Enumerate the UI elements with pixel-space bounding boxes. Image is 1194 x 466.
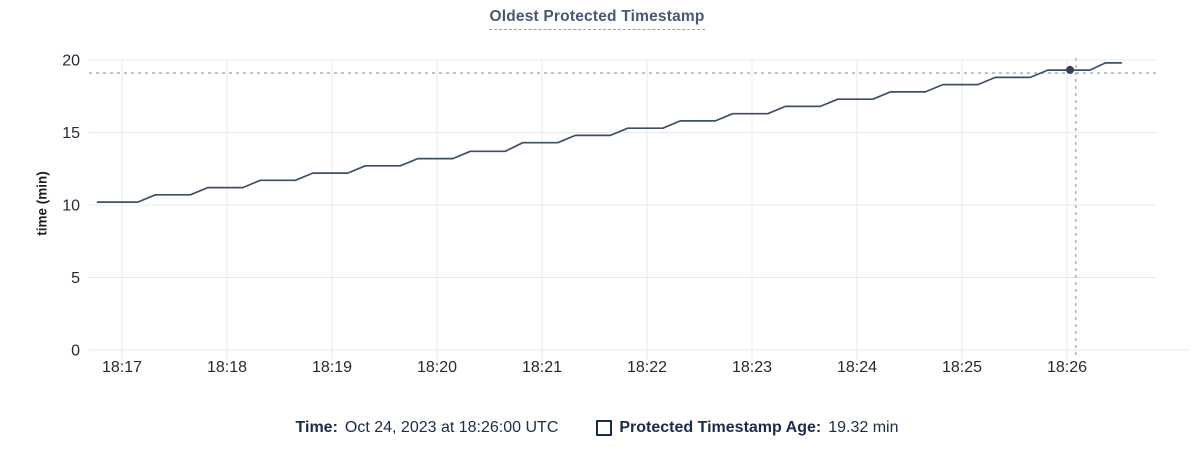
time-label: Time: [295, 419, 338, 436]
x-tick-label: 18:20 [417, 359, 457, 376]
series-line [96, 62, 1123, 203]
hover-crosshair [89, 58, 1156, 357]
x-tick-label: 18:18 [207, 359, 247, 376]
y-tick-label: 0 [71, 343, 80, 360]
x-tick-label: 18:17 [102, 359, 142, 376]
y-axis-ticks: 0 5 10 15 20 [62, 53, 80, 360]
x-tick-label: 18:19 [312, 359, 352, 376]
series-value: 19.32 min [828, 419, 899, 436]
time-value: Oct 24, 2023 at 18:26:00 UTC [344, 419, 559, 436]
y-tick-label: 15 [62, 125, 80, 142]
x-tick-label: 18:26 [1047, 359, 1087, 376]
series-toggle-checkbox[interactable] [596, 420, 613, 436]
x-tick-label: 18:23 [732, 359, 772, 376]
x-tick-label: 18:24 [837, 359, 877, 376]
y-tick-label: 20 [62, 53, 80, 70]
chart-header: Oldest Protected Timestamp [0, 8, 1194, 30]
hover-tooltip-legend: Time: Oct 24, 2023 at 18:26:00 UTC Prote… [0, 419, 1194, 437]
line-chart-plot-area[interactable]: 18:17 18:18 18:19 18:20 18:21 18:22 18:23 18:24… [0, 0, 1194, 405]
series-label[interactable]: Protected Timestamp Age: [619, 419, 822, 436]
x-tick-label: 18:25 [942, 359, 982, 376]
x-tick-label: 18:21 [522, 359, 562, 376]
hover-point-dot [1066, 65, 1074, 74]
series-protected-timestamp-age [96, 62, 1123, 203]
x-axis-ticks: 18:17 18:18 18:19 18:20 18:21 18:22 18:23 18:24… [102, 359, 1087, 376]
y-tick-label: 10 [62, 198, 80, 215]
x-tick-label: 18:22 [627, 359, 667, 376]
chart-title[interactable]: Oldest Protected Timestamp [489, 8, 705, 30]
y-tick-label: 5 [71, 270, 80, 287]
gridlines [89, 59, 1190, 360]
